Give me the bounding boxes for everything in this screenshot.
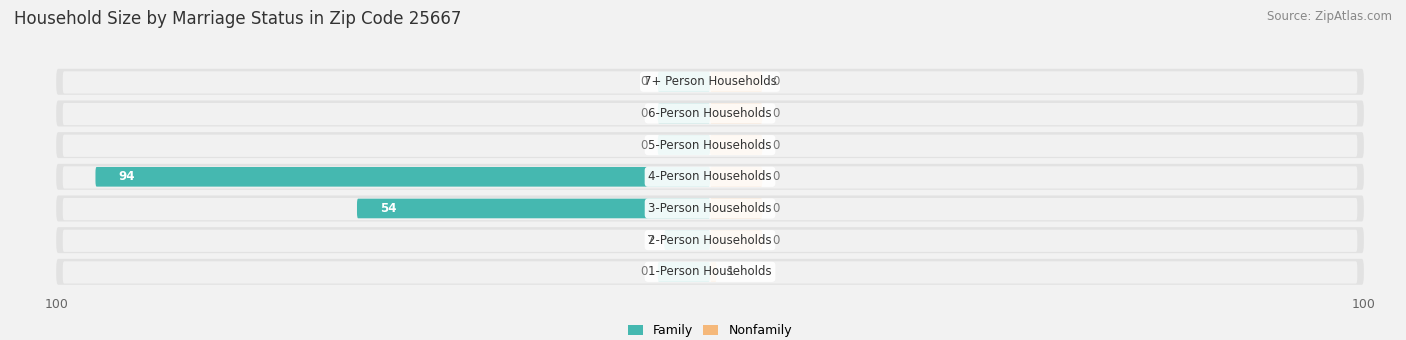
FancyBboxPatch shape (658, 135, 710, 155)
Text: 7: 7 (647, 234, 654, 246)
Text: 2-Person Households: 2-Person Households (648, 234, 772, 246)
FancyBboxPatch shape (710, 72, 762, 91)
FancyBboxPatch shape (63, 135, 1357, 157)
FancyBboxPatch shape (63, 103, 1357, 125)
FancyBboxPatch shape (63, 71, 1357, 94)
Text: 54: 54 (380, 202, 396, 215)
FancyBboxPatch shape (710, 104, 762, 123)
Text: 1: 1 (727, 265, 734, 278)
Text: 0: 0 (772, 202, 779, 215)
Text: 0: 0 (641, 265, 648, 278)
FancyBboxPatch shape (710, 135, 762, 155)
Text: 6-Person Households: 6-Person Households (648, 107, 772, 120)
FancyBboxPatch shape (710, 199, 762, 218)
FancyBboxPatch shape (63, 230, 1357, 252)
FancyBboxPatch shape (63, 198, 1357, 220)
FancyBboxPatch shape (710, 167, 762, 187)
Text: 0: 0 (772, 234, 779, 246)
FancyBboxPatch shape (56, 195, 1364, 221)
FancyBboxPatch shape (710, 230, 762, 250)
FancyBboxPatch shape (63, 166, 1357, 188)
FancyBboxPatch shape (56, 227, 1364, 253)
FancyBboxPatch shape (658, 104, 710, 123)
FancyBboxPatch shape (56, 101, 1364, 126)
Text: 0: 0 (772, 107, 779, 120)
FancyBboxPatch shape (56, 259, 1364, 285)
Text: 0: 0 (772, 170, 779, 183)
Text: 0: 0 (772, 139, 779, 152)
FancyBboxPatch shape (357, 199, 710, 218)
Text: 0: 0 (772, 75, 779, 88)
Text: 0: 0 (641, 139, 648, 152)
Text: 5-Person Households: 5-Person Households (648, 139, 772, 152)
Text: 7+ Person Households: 7+ Person Households (644, 75, 776, 88)
FancyBboxPatch shape (710, 262, 717, 282)
FancyBboxPatch shape (56, 69, 1364, 95)
FancyBboxPatch shape (63, 261, 1357, 284)
FancyBboxPatch shape (658, 72, 710, 91)
FancyBboxPatch shape (96, 167, 710, 187)
Text: 94: 94 (118, 170, 135, 183)
Text: 1-Person Households: 1-Person Households (648, 265, 772, 278)
Legend: Family, Nonfamily: Family, Nonfamily (628, 324, 792, 337)
FancyBboxPatch shape (658, 262, 710, 282)
Text: Household Size by Marriage Status in Zip Code 25667: Household Size by Marriage Status in Zip… (14, 10, 461, 28)
Text: 0: 0 (641, 75, 648, 88)
Text: 0: 0 (641, 107, 648, 120)
Text: 3-Person Households: 3-Person Households (648, 202, 772, 215)
FancyBboxPatch shape (664, 230, 710, 250)
FancyBboxPatch shape (56, 132, 1364, 158)
Text: 4-Person Households: 4-Person Households (648, 170, 772, 183)
Text: Source: ZipAtlas.com: Source: ZipAtlas.com (1267, 10, 1392, 23)
FancyBboxPatch shape (56, 164, 1364, 190)
